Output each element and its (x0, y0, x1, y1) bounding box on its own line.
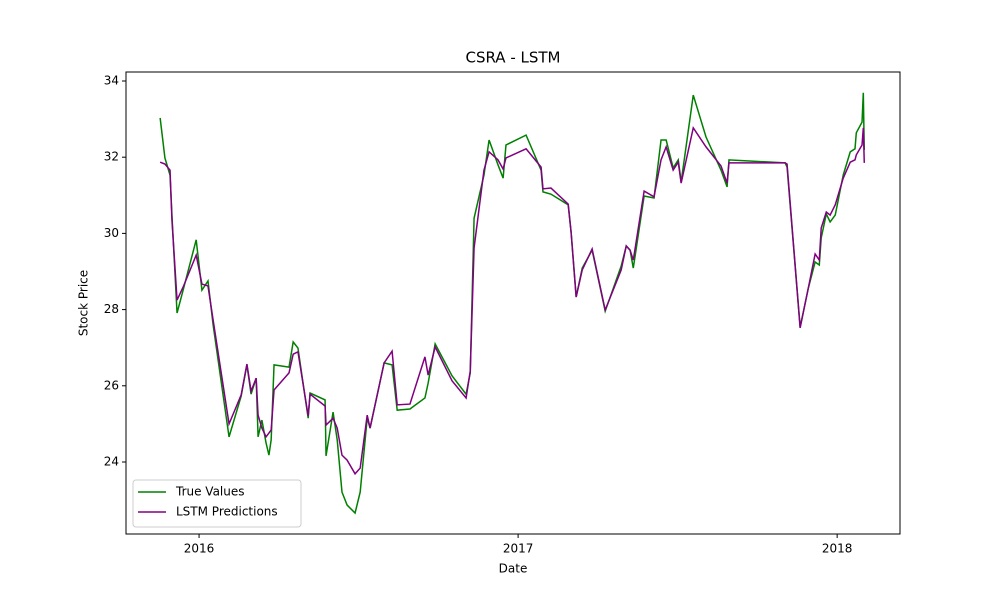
y-tick-label: 32 (104, 150, 119, 164)
legend-label: LSTM Predictions (176, 505, 278, 519)
x-tick-label: 2016 (184, 542, 215, 556)
y-tick-label: 24 (104, 454, 119, 468)
legend-label: True Values (175, 485, 245, 499)
y-axis-label: Stock Price (77, 270, 91, 336)
y-tick-label: 28 (104, 302, 119, 316)
x-tick-label: 2018 (822, 542, 853, 556)
x-tick-label: 2017 (503, 542, 534, 556)
legend-box (132, 479, 302, 528)
plot-frame (125, 71, 901, 535)
chart-title: CSRA - LSTM (465, 49, 560, 67)
series-line (159, 125, 866, 476)
y-tick-label: 26 (104, 378, 119, 392)
y-tick-label: 34 (104, 73, 119, 87)
y-tick-label: 30 (104, 226, 119, 240)
x-axis-label: Date (499, 562, 528, 576)
